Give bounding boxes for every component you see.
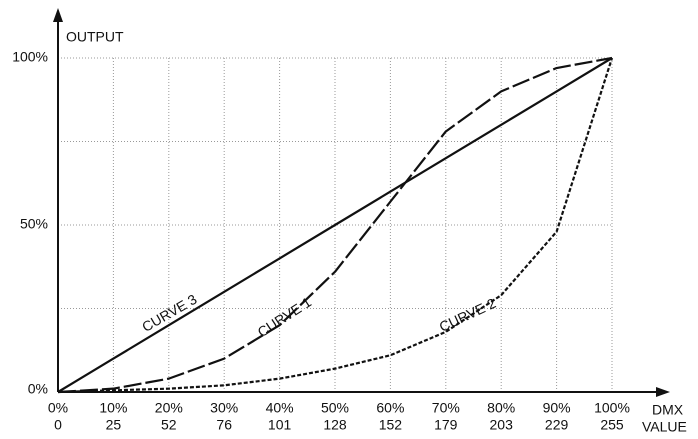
x-tick-label: 90% [543, 400, 571, 416]
y-tick-label: 50% [20, 216, 48, 232]
x-tick-label: 40% [266, 400, 294, 416]
dmx-label: 52 [161, 417, 177, 433]
x-arrow [656, 387, 670, 397]
x-tick-label: 80% [487, 400, 515, 416]
x-axis-title: VALUE [642, 419, 687, 435]
curve [57, 57, 614, 394]
dmx-label: 255 [600, 417, 624, 433]
dmx-label: 152 [379, 417, 403, 433]
x-tick-label: 100% [594, 400, 630, 416]
x-tick-label: 30% [210, 400, 238, 416]
y-arrow [53, 8, 63, 22]
dmx-label: 0 [54, 417, 62, 433]
dmx-label: 179 [434, 417, 458, 433]
y-axis-title: OUTPUT [66, 29, 124, 45]
x-axis-title: DMX [652, 402, 684, 418]
curve [57, 56, 613, 394]
y-tick-label: 100% [12, 49, 48, 65]
dmx-label: 128 [323, 417, 347, 433]
dmx-label: 101 [268, 417, 292, 433]
dmx-label: 203 [490, 417, 514, 433]
plot: 0%010%2520%5230%7640%10150%12860%15270%1… [12, 49, 630, 433]
x-tick-label: 20% [155, 400, 183, 416]
dmx-label: 229 [545, 417, 569, 433]
dmx-label: 25 [106, 417, 122, 433]
x-tick-label: 70% [432, 400, 460, 416]
dmx-label: 76 [216, 417, 232, 433]
x-tick-label: 0% [48, 400, 68, 416]
x-tick-label: 50% [321, 400, 349, 416]
curve-label: CURVE 2 [437, 295, 499, 335]
x-tick-label: 60% [376, 400, 404, 416]
curve-label: CURVE 1 [255, 294, 315, 340]
x-tick-label: 10% [99, 400, 127, 416]
curve [57, 57, 613, 393]
y-tick-label: 0% [28, 381, 48, 397]
